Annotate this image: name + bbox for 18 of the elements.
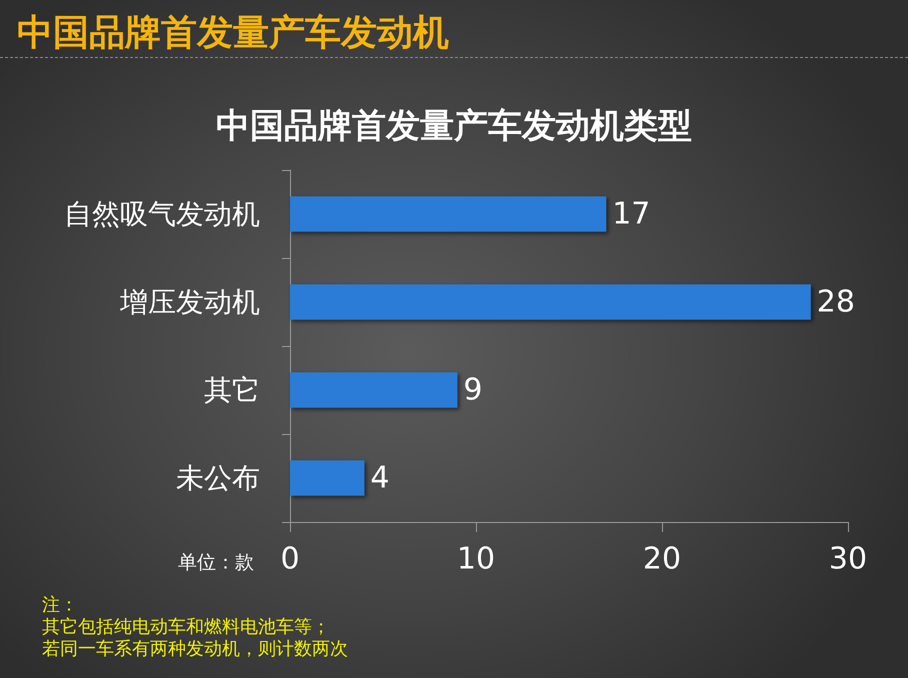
data-label: 17 — [612, 196, 650, 232]
y-tick-label: 未公布 — [176, 462, 260, 494]
y-tick-label: 其它 — [204, 374, 260, 406]
text: 若同一车系有两种发动机，则计数两次 — [42, 638, 348, 660]
data-label: 28 — [816, 284, 855, 320]
text: 注： — [42, 594, 78, 616]
text: 其它包括纯电动车和燃料电池车等； — [42, 616, 330, 638]
y-tick-label: 增压发动机 — [119, 286, 260, 318]
chart-subtitle: 中国品牌首发量产车发动机类型 — [216, 106, 692, 146]
x-tick-label: 30 — [828, 542, 868, 576]
x-axis-title: 单位：款 — [178, 552, 254, 574]
data-label: 4 — [370, 460, 390, 496]
chart-title: 中国品牌首发量产车发动机 — [17, 12, 449, 54]
y-tick-label: 自然吸气发动机 — [64, 198, 260, 230]
x-tick-label: 0 — [280, 542, 300, 576]
data-label: 9 — [463, 372, 482, 408]
x-tick-label: 20 — [642, 542, 682, 576]
x-tick-label: 10 — [456, 542, 496, 576]
